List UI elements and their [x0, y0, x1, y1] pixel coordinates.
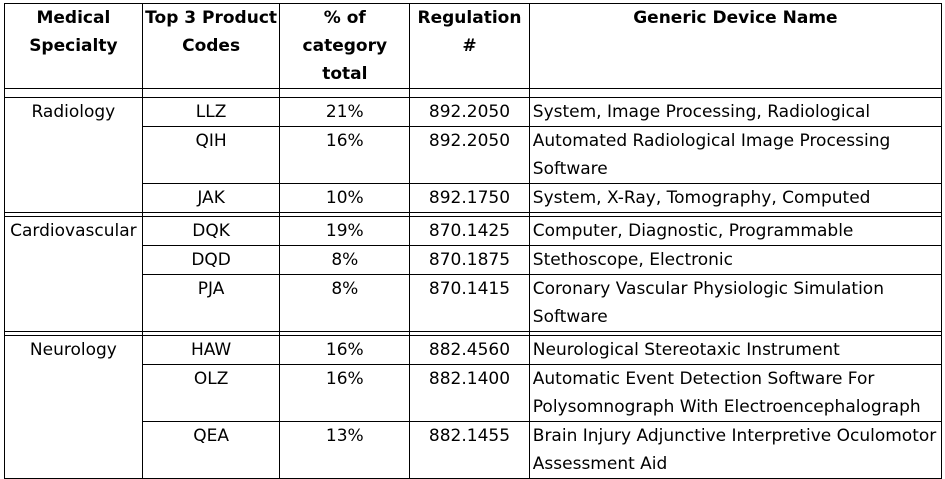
- header-product-codes: Top 3 Product Codes: [141, 3, 281, 89]
- device-name: Neurological Stereotaxic Instrument: [528, 335, 943, 365]
- header-regulation: Regulation #: [409, 3, 530, 89]
- product-code: OLZ: [141, 364, 281, 422]
- product-code: QIH: [141, 126, 281, 184]
- device-table: Medical Specialty Top 3 Product Codes % …: [4, 3, 943, 479]
- regulation-number: 870.1425: [409, 216, 530, 246]
- regulation-number: 870.1415: [409, 274, 530, 332]
- specialty-cell: Cardiovascular: [4, 216, 143, 332]
- device-name: Automated Radiological Image Processing …: [528, 126, 943, 184]
- product-code: DQK: [141, 216, 281, 246]
- header-device-name: Generic Device Name: [528, 3, 943, 89]
- regulation-number: 892.2050: [409, 126, 530, 184]
- group-gap: [4, 88, 943, 98]
- regulation-number: 892.2050: [409, 97, 530, 127]
- device-name: Stethoscope, Electronic: [528, 245, 943, 275]
- table-row: DQD 8% 870.1875 Stethoscope, Electronic: [5, 245, 943, 275]
- device-name: Coronary Vascular Physiologic Simulation…: [528, 274, 943, 332]
- percent-value: 13%: [279, 421, 411, 479]
- regulation-number: 882.1400: [409, 364, 530, 422]
- specialty-cell: Neurology: [4, 335, 143, 479]
- table-row: QEA 13% 882.1455 Brain Injury Adjunctive…: [5, 421, 943, 479]
- specialty-cell: Radiology: [4, 97, 143, 213]
- table-row: OLZ 16% 882.1400 Automatic Event Detecti…: [5, 364, 943, 422]
- product-code: LLZ: [141, 97, 281, 127]
- table-row: Cardiovascular DQK 19% 870.1425 Computer…: [4, 216, 943, 332]
- header-percent: % of category total: [279, 3, 411, 89]
- table-row: Neurology HAW 16% 882.4560 Neurological …: [4, 335, 943, 479]
- product-code: PJA: [141, 274, 281, 332]
- regulation-number: 882.4560: [409, 335, 530, 365]
- percent-value: 16%: [279, 364, 411, 422]
- device-name: Brain Injury Adjunctive Interpretive Ocu…: [528, 421, 943, 479]
- percent-value: 10%: [279, 183, 411, 213]
- regulation-number: 870.1875: [409, 245, 530, 275]
- product-code: HAW: [141, 335, 281, 365]
- header-row: Medical Specialty Top 3 Product Codes % …: [4, 3, 943, 89]
- regulation-number: 892.1750: [409, 183, 530, 213]
- table-row: JAK 10% 892.1750 System, X-Ray, Tomograp…: [5, 183, 943, 213]
- percent-value: 21%: [279, 97, 411, 127]
- regulation-number: 882.1455: [409, 421, 530, 479]
- table-row: QIH 16% 892.2050 Automated Radiological …: [5, 126, 943, 184]
- table-row: PJA 8% 870.1415 Coronary Vascular Physio…: [5, 274, 943, 332]
- device-name: System, X-Ray, Tomography, Computed: [528, 183, 943, 213]
- percent-value: 8%: [279, 245, 411, 275]
- product-code: QEA: [141, 421, 281, 479]
- table-row: Radiology LLZ 21% 892.2050 System, Image…: [4, 97, 943, 213]
- percent-value: 16%: [279, 126, 411, 184]
- percent-value: 16%: [279, 335, 411, 365]
- percent-value: 8%: [279, 274, 411, 332]
- device-name: System, Image Processing, Radiological: [528, 97, 943, 127]
- product-code: DQD: [141, 245, 281, 275]
- device-name: Automatic Event Detection Software For P…: [528, 364, 943, 422]
- percent-value: 19%: [279, 216, 411, 246]
- product-code: JAK: [141, 183, 281, 213]
- device-name: Computer, Diagnostic, Programmable: [528, 216, 943, 246]
- header-specialty: Medical Specialty: [4, 3, 143, 89]
